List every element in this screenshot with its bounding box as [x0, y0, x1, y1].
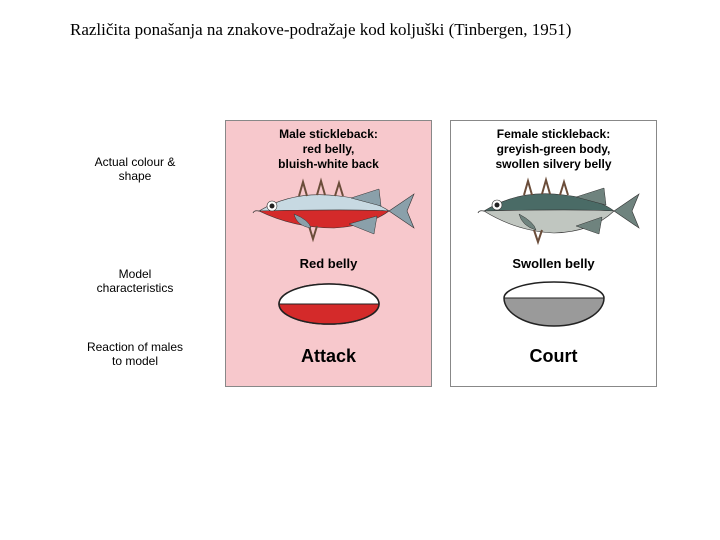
page-title: Različita ponašanja na znakove-podražaje… — [70, 20, 571, 40]
row-label-model: Modelcharacteristics — [70, 267, 200, 296]
row-labels-column: Actual colour &shape Modelcharacteristic… — [70, 120, 200, 385]
row-label-reaction: Reaction of malesto model — [70, 340, 200, 369]
female-column: Female stickleback:greyish-green body,sw… — [450, 120, 657, 387]
male-reaction: Attack — [226, 346, 431, 367]
row-label-actual: Actual colour &shape — [70, 155, 200, 184]
stickleback-diagram: Actual colour &shape Modelcharacteristic… — [70, 120, 660, 385]
female-fish — [451, 176, 656, 246]
female-model-label: Swollen belly — [451, 256, 656, 271]
male-fish — [226, 176, 431, 246]
female-reaction: Court — [451, 346, 656, 367]
female-model — [451, 276, 656, 331]
male-column: Male stickleback:red belly,bluish-white … — [225, 120, 432, 387]
male-model-label: Red belly — [226, 256, 431, 271]
female-header: Female stickleback:greyish-green body,sw… — [451, 125, 656, 174]
male-model — [226, 276, 431, 331]
male-header: Male stickleback:red belly,bluish-white … — [226, 125, 431, 174]
